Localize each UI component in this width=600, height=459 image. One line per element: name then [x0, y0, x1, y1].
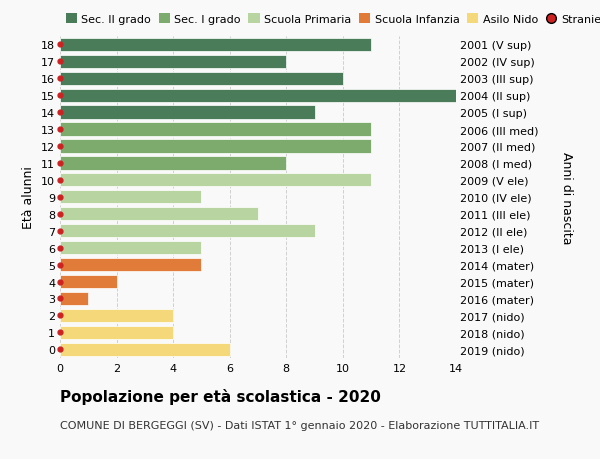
Bar [60, 174, 371, 187]
Bar [60, 343, 230, 356]
Y-axis label: Anni di nascita: Anni di nascita [560, 151, 572, 244]
Bar [60, 191, 202, 204]
Bar [60, 326, 173, 339]
Y-axis label: Età alunni: Età alunni [22, 166, 35, 229]
Bar [60, 56, 286, 69]
Text: COMUNE DI BERGEGGI (SV) - Dati ISTAT 1° gennaio 2020 - Elaborazione TUTTITALIA.I: COMUNE DI BERGEGGI (SV) - Dati ISTAT 1° … [60, 420, 539, 430]
Bar [60, 309, 173, 322]
Bar [60, 73, 343, 85]
Bar [60, 90, 456, 102]
Bar [60, 224, 314, 238]
Legend: Sec. II grado, Sec. I grado, Scuola Primaria, Scuola Infanzia, Asilo Nido, Stran: Sec. II grado, Sec. I grado, Scuola Prim… [65, 14, 600, 25]
Bar [60, 207, 258, 221]
Bar [60, 258, 202, 272]
Text: Popolazione per età scolastica - 2020: Popolazione per età scolastica - 2020 [60, 388, 381, 404]
Bar [60, 123, 371, 136]
Bar [60, 292, 88, 305]
Bar [60, 106, 314, 119]
Bar [60, 140, 371, 153]
Bar [60, 39, 371, 52]
Bar [60, 241, 202, 255]
Bar [60, 157, 286, 170]
Bar [60, 275, 116, 289]
